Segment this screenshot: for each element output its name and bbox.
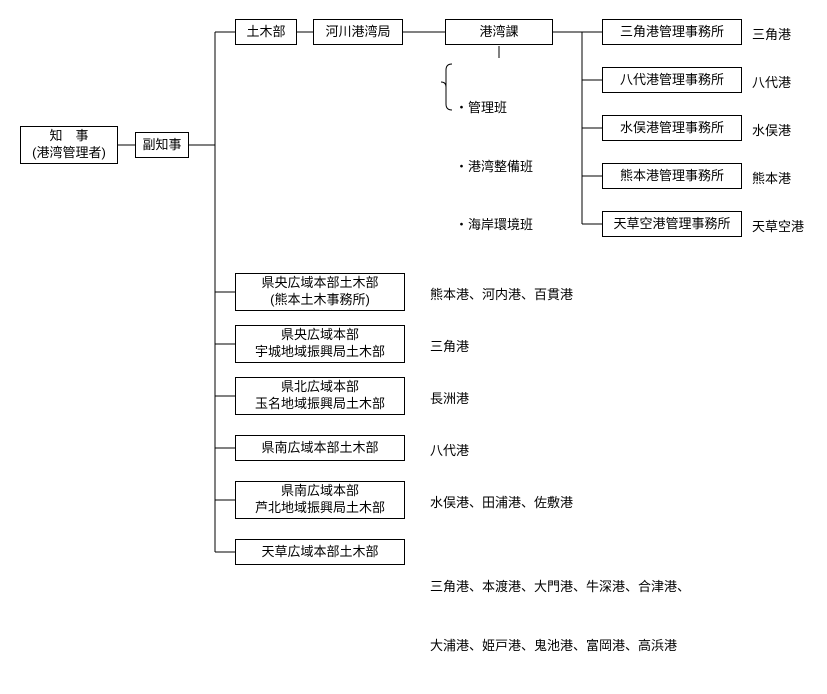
office-name: 天草空港管理事務所 [613,216,730,233]
vice-governor-label: 副知事 [142,137,181,154]
office-name: 三角港管理事務所 [620,24,724,41]
branch-box: 県央広域本部 宇城地域振興局土木部 [235,325,405,363]
branch-name-line1: 天草広域本部土木部 [261,544,378,561]
section-item: ・海岸環境班 [455,215,533,235]
office-box: 八代港管理事務所 [602,67,742,93]
branch-box: 県央広域本部土木部 (熊本土木事務所) [235,273,405,311]
office-box: 水俣港管理事務所 [602,115,742,141]
branch-name-line2: 宇城地域振興局土木部 [255,344,385,361]
office-box: 天草空港管理事務所 [602,211,742,237]
office-box: 熊本港管理事務所 [602,163,742,189]
doboku-bu-box: 土木部 [235,19,297,45]
vice-governor-box: 副知事 [135,132,189,158]
office-name: 熊本港管理事務所 [620,168,724,185]
section-item: ・管理班 [455,98,533,118]
doboku-bu-label: 土木部 [246,24,285,41]
kasen-kowan-kyoku-box: 河川港湾局 [313,19,403,45]
governor-subtitle: (港湾管理者) [32,145,106,162]
office-port: 水俣港 [752,121,791,141]
governor-title: 知 事 [49,128,88,145]
office-port: 八代港 [752,73,791,93]
org-chart: 知 事 (港湾管理者) 副知事 土木部 河川港湾局 港湾課 ・管理班 ・港湾整備… [0,0,827,600]
branch-ports-line2: 大浦港、姫戸港、鬼池港、富岡港、高浜港 [430,636,690,656]
branch-ports-line1: 三角港、本渡港、大門港、牛深港、合津港、 [430,577,690,597]
branch-box: 天草広域本部土木部 [235,539,405,565]
branch-ports: 長洲港 [430,389,469,409]
branch-ports: 八代港 [430,441,469,461]
branch-name-line1: 県南広域本部土木部 [261,440,378,457]
branch-ports: 三角港、本渡港、大門港、牛深港、合津港、 大浦港、姫戸港、鬼池港、富岡港、高浜港 [430,538,690,694]
office-port: 熊本港 [752,169,791,189]
branch-ports: 三角港 [430,337,469,357]
section-item: ・港湾整備班 [455,157,533,177]
branch-name-line2: 芦北地域振興局土木部 [255,500,385,517]
office-name: 水俣港管理事務所 [620,120,724,137]
office-port: 三角港 [752,25,791,45]
kowan-ka-box: 港湾課 [445,19,553,45]
kowan-ka-sections: ・管理班 ・港湾整備班 ・海岸環境班 [455,59,533,274]
branch-box: 県南広域本部土木部 [235,435,405,461]
branch-box: 県南広域本部 芦北地域振興局土木部 [235,481,405,519]
branch-ports: 水俣港、田浦港、佐敷港 [430,493,573,513]
branch-name-line1: 県央広域本部 [281,327,359,344]
branch-name-line1: 県北広域本部 [281,379,359,396]
branch-name-line2: 玉名地域振興局土木部 [255,396,385,413]
office-box: 三角港管理事務所 [602,19,742,45]
office-name: 八代港管理事務所 [620,72,724,89]
branch-name-line2: (熊本土木事務所) [270,292,370,309]
branch-name-line1: 県南広域本部 [281,483,359,500]
governor-box: 知 事 (港湾管理者) [20,126,118,164]
kasen-kowan-kyoku-label: 河川港湾局 [325,24,390,41]
branch-box: 県北広域本部 玉名地域振興局土木部 [235,377,405,415]
kowan-ka-label: 港湾課 [479,24,518,41]
branch-ports: 熊本港、河内港、百貫港 [430,285,573,305]
branch-name-line1: 県央広域本部土木部 [261,275,378,292]
office-port: 天草空港 [752,217,804,237]
